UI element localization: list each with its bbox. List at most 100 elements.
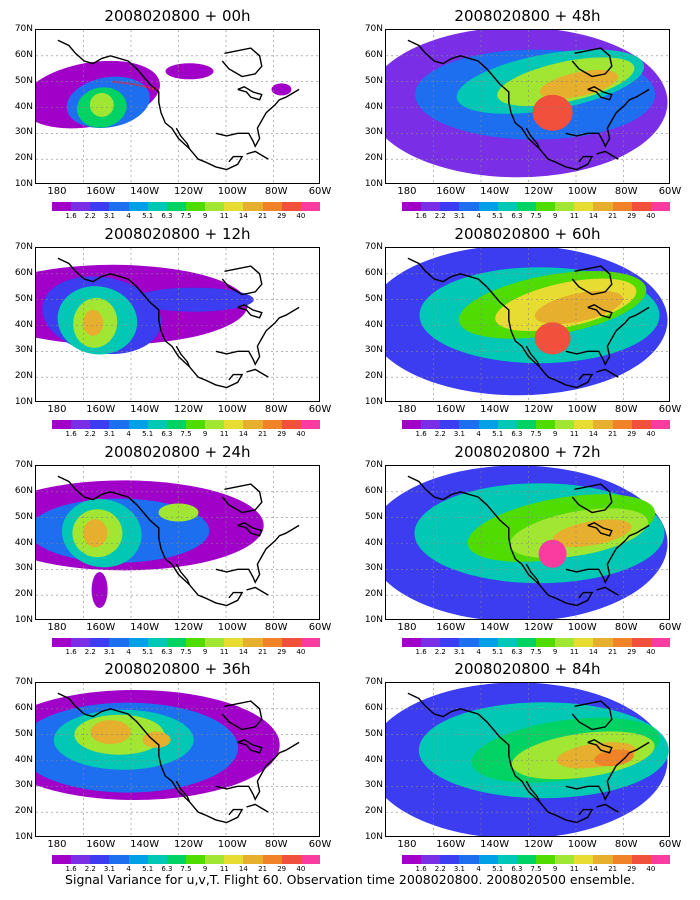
map-plot [385,465,670,620]
colorbar-level-label: 2.2 [434,212,446,220]
longitude-labels: 180 160W 140W 120W 100W 80W 60W [385,186,681,198]
colorbar-swatch [166,638,186,647]
colorbar-swatch [497,638,517,647]
figure-caption: Signal Variance for u,v,T. Flight 60. Ob… [65,872,635,887]
lat-tick-label: 30N [364,345,383,356]
colorbar-level-label: 7.5 [180,430,192,438]
lat-tick-label: 50N [14,293,33,304]
lon-tick-label: 180 [47,622,67,633]
panel-title: 2008020800 + 36h [104,660,251,678]
colorbar-swatch [300,202,320,211]
lat-tick-label: 50N [14,75,33,86]
colorbar-level-label: 9 [552,212,558,220]
map-plot [385,247,670,402]
forecast-panel-12h: 2008020800 + 12h 70N 60N 50N 40N 30N 20N 10N 180… [0,223,332,438]
colorbar-level-label: 4 [476,430,481,438]
longitude-labels: 180 160W 140W 120W 100W 80W 60W [35,404,331,416]
panel-title: 2008020800 + 84h [454,660,601,678]
colorbar-swatch [440,202,460,211]
colorbar-swatch [631,855,651,864]
colorbar-swatch [243,202,263,211]
colorbar-level-label: 7.5 [530,865,542,873]
colorbar-level-label: 3.1 [103,212,115,220]
colorbar-swatch [555,202,575,211]
forecast-panel-48h: 2008020800 + 48h 70N 60N 50N 40N 30N 20N 10N 180… [350,5,682,220]
lat-tick-label: 10N [14,615,33,625]
colorbar-level-label: 1.6 [65,212,77,220]
lat-tick-label: 70N [364,24,383,34]
colorbar-level-label: 29 [627,212,637,220]
colorbar-level-label: 21 [608,430,618,438]
colorbar-swatch [516,202,536,211]
colorbar-swatch [147,638,167,647]
colorbar-swatch [440,420,460,429]
colorbar-swatch [224,638,244,647]
colorbar-level-label: 21 [258,212,268,220]
lat-tick-label: 20N [14,589,33,600]
colorbar-level-label: 1.6 [415,865,427,873]
lon-tick-label: 160W [86,622,116,633]
colorbar-swatch [555,638,575,647]
colorbar-level-label: 40 [646,430,656,438]
lat-tick-label: 40N [364,537,383,548]
colorbar-level-label: 3.1 [103,865,115,873]
longitude-labels: 180 160W 140W 120W 100W 80W 60W [385,839,681,851]
lat-tick-label: 30N [14,127,33,138]
colorbar-swatch [281,202,301,211]
lon-tick-label: 140W [480,404,510,415]
colorbar-swatch [478,855,498,864]
colorbar-swatch [440,638,460,647]
forecast-panel-0h: 2008020800 + 00h 70N 60N 50N 40N 30N 20N 10N 180… [0,5,332,220]
colorbar-swatch [185,855,206,864]
lat-tick-label: 60N [364,267,383,278]
colorbar-swatch [535,855,556,864]
colorbar-swatch [459,855,479,864]
longitude-labels: 180 160W 140W 120W 100W 80W 60W [35,622,331,634]
colorbar-level-label: 6.3 [161,430,173,438]
lon-tick-label: 60W [658,404,682,415]
lat-tick-label: 30N [364,780,383,791]
colorbar-swatch [128,855,148,864]
colorbar-level-label: 14 [238,648,248,656]
panel-title: 2008020800 + 24h [104,443,251,461]
colorbar-level-label: 1.6 [415,430,427,438]
lat-tick-label: 60N [14,702,33,713]
lat-tick-label: 10N [364,397,383,407]
lat-tick-label: 20N [364,371,383,382]
colorbar-level-label: 4 [126,430,131,438]
lon-tick-label: 60W [658,186,682,197]
lat-tick-label: 30N [14,563,33,574]
colorbar-swatch [574,638,594,647]
colorbar-swatch [402,638,422,647]
lon-tick-label: 120W [524,404,553,415]
colorbar-level-label: 4 [126,212,131,220]
colorbar-swatch [147,855,167,864]
colorbar-swatch [574,855,594,864]
colorbar-level-label: 3.1 [453,648,465,656]
colorbar-level-label: 9 [202,648,208,656]
colorbar-level-label: 4 [126,648,131,656]
colorbar-swatch [243,420,263,429]
colorbar-swatch [262,420,282,429]
lon-tick-label: 180 [47,404,67,415]
colorbar-swatch [262,638,282,647]
latitude-labels: 70N 60N 50N 40N 30N 20N 10N [350,461,383,625]
lat-tick-label: 60N [364,49,383,60]
colorbar-level-label: 5.1 [142,865,154,873]
colorbar-swatch [440,855,460,864]
lon-tick-label: 100W [217,186,247,197]
colorbar-swatch [90,420,110,429]
colorbar-swatch [90,202,110,211]
colorbar [52,855,320,864]
lat-tick-label: 10N [364,615,383,625]
lat-tick-label: 70N [364,242,383,252]
colorbar-level-label: 7.5 [530,212,542,220]
colorbar-swatch [185,638,206,647]
lon-tick-label: 60W [308,404,332,415]
colorbar-level-label: 3.1 [453,212,465,220]
lon-tick-label: 180 [397,404,417,415]
colorbar-level-label: 21 [608,865,618,873]
colorbar-swatch [650,855,670,864]
colorbar-level-label: 5.1 [142,648,154,656]
colorbar-level-label: 4 [476,648,481,656]
